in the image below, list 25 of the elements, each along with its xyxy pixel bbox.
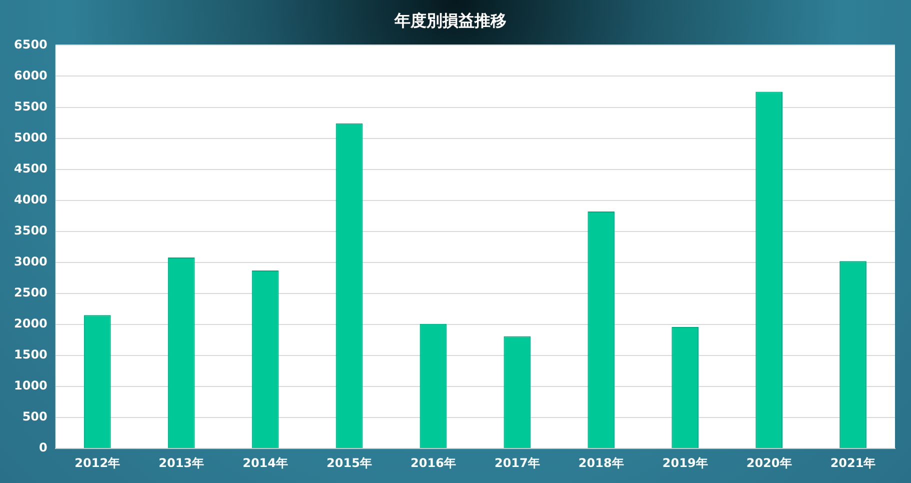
y-tick-label: 2000 (14, 316, 48, 331)
y-tick-label: 2500 (14, 286, 48, 300)
y-tick-label: 6000 (14, 68, 48, 82)
x-tick-label: 2017年 (494, 456, 540, 470)
chart-title: 年度別損益推移 (394, 10, 506, 30)
x-tick-label: 2020年 (746, 456, 792, 470)
x-tick-label: 2019年 (662, 456, 708, 470)
y-tick-label: 6500 (14, 37, 48, 52)
y-tick-label: 1000 (14, 378, 48, 393)
y-tick-label: 5000 (14, 130, 48, 144)
y-tick-label: 4000 (14, 192, 48, 206)
x-tick-label: 2016年 (410, 456, 456, 470)
y-tick-label: 0 (39, 440, 48, 455)
x-tick-label: 2012年 (74, 456, 120, 470)
y-tick-label: 5500 (14, 99, 48, 114)
y-tick-label: 1500 (14, 348, 48, 362)
x-tick-label: 2014年 (242, 456, 288, 470)
x-tick-label: 2015年 (326, 456, 372, 470)
y-tick-label: 4500 (14, 161, 48, 176)
y-tick-label: 500 (22, 410, 48, 424)
y-tick-label: 3000 (14, 254, 48, 269)
y-tick-label: 3500 (14, 224, 48, 238)
x-tick-label: 2021年 (830, 456, 876, 470)
x-tick-label: 2018年 (578, 456, 624, 470)
x-tick-label: 2013年 (158, 456, 204, 470)
